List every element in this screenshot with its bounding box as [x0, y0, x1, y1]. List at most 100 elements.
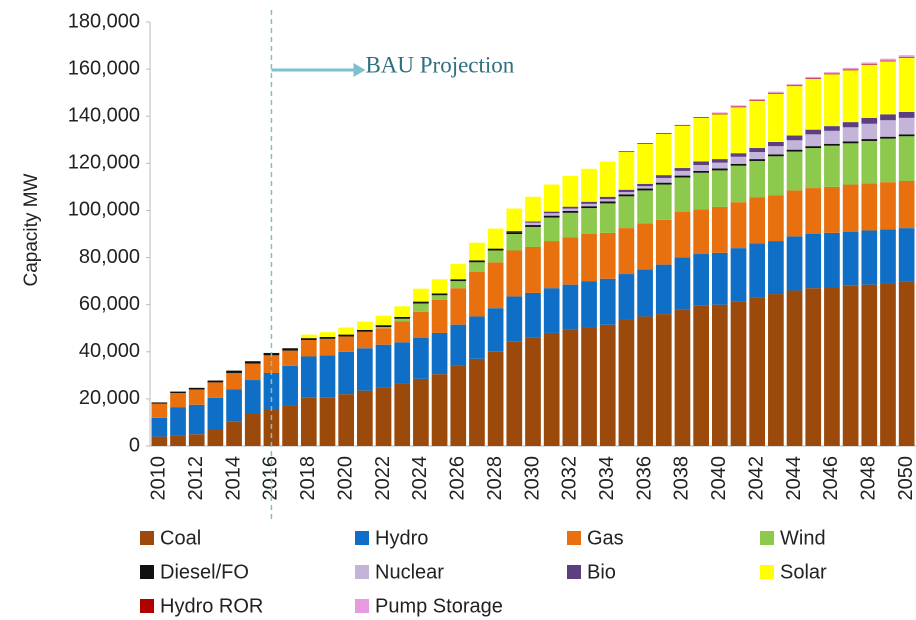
bar-segment: [450, 365, 467, 446]
legend-label: Coal: [160, 527, 201, 549]
bar-segment: [824, 126, 840, 131]
bar-segment: [599, 201, 616, 204]
x-tick-label: 2046: [820, 456, 842, 501]
bar-segment: [599, 196, 616, 200]
bar-segment: [525, 226, 541, 247]
x-tick-label: 2012: [185, 456, 207, 501]
bar-segment: [244, 380, 261, 414]
x-tick-label: 2010: [148, 456, 170, 501]
x-tick-label: 2024: [409, 456, 431, 501]
bar-segment: [749, 100, 766, 101]
bar-segment: [898, 55, 915, 58]
legend-label: Pump Storage: [375, 595, 503, 617]
bar-segment: [338, 334, 355, 337]
bar-segment: [898, 181, 915, 229]
y-tick-label: 100,000: [68, 199, 140, 221]
bar-segment: [655, 177, 672, 183]
bar-segment: [375, 328, 392, 345]
bar-segment: [674, 125, 691, 169]
legend-label: Bio: [587, 561, 616, 583]
bar-segment: [842, 70, 859, 123]
bar-segment: [842, 231, 859, 286]
bar-segment: [711, 170, 728, 207]
bar-segment: [581, 327, 597, 446]
bar-segment: [413, 378, 429, 446]
bar-segment: [805, 134, 822, 147]
bar-segment: [319, 355, 336, 398]
bar-segment: [618, 196, 635, 229]
bar-segment: [824, 143, 840, 146]
bar-segment: [842, 122, 859, 128]
bar-segment: [805, 188, 822, 234]
bar-segment: [599, 199, 616, 202]
bar-segment: [786, 190, 803, 237]
y-tick-label: 160,000: [68, 57, 140, 79]
bar-segment: [450, 263, 467, 280]
bar-segment: [749, 152, 766, 160]
bar-segment: [768, 241, 784, 295]
bar-segment: [842, 285, 859, 446]
bar-segment: [730, 105, 747, 107]
bar-segment: [805, 288, 822, 446]
bar-segment: [711, 304, 728, 446]
x-tick-label: 2034: [596, 456, 618, 501]
bar-segment: [450, 288, 467, 325]
bar-segment: [375, 325, 392, 328]
bar-segment: [207, 429, 224, 446]
bar-segment: [394, 321, 411, 343]
bar-segment: [805, 76, 822, 79]
bar-segment: [357, 329, 373, 332]
bar-segment: [749, 297, 766, 446]
bar-segment: [618, 319, 635, 446]
bar-segment: [394, 383, 411, 446]
bar-segment: [861, 230, 878, 285]
legend-swatch: [567, 565, 581, 579]
bar-segment: [786, 151, 803, 191]
bar-segment: [282, 350, 298, 366]
bar-segment: [543, 215, 560, 218]
bar-segment: [898, 281, 915, 446]
x-tick-label: 2036: [633, 456, 655, 501]
bar-segment: [730, 153, 747, 157]
bar-segment: [170, 391, 186, 393]
bar-segment: [805, 78, 822, 80]
bar-segment: [711, 113, 728, 115]
bar-segment: [244, 413, 261, 446]
bar-segment: [525, 221, 541, 223]
bar-segment: [599, 324, 616, 446]
bar-segment: [469, 262, 485, 272]
x-tick-label: 2020: [334, 456, 356, 501]
bar-segment: [226, 421, 242, 446]
bar-segment: [506, 232, 523, 234]
bar-segment: [450, 279, 467, 282]
bar-segment: [170, 407, 186, 436]
bar-segment: [562, 329, 579, 446]
bar-segment: [805, 234, 822, 289]
bar-segment: [768, 195, 784, 242]
bar-segment: [581, 168, 597, 202]
bar-segment: [824, 72, 840, 74]
bar-segment: [805, 79, 822, 130]
bar-segment: [413, 301, 429, 304]
bar-segment: [244, 361, 261, 364]
bar-segment: [413, 337, 429, 379]
legend-swatch: [355, 599, 369, 613]
bar-segment: [824, 130, 840, 144]
bar-segment: [898, 117, 915, 135]
legend-swatch: [140, 531, 154, 545]
bar-segment: [170, 393, 186, 408]
bar-segment: [861, 123, 878, 140]
bar-segment: [730, 165, 747, 203]
bar-segment: [898, 57, 915, 58]
legend-swatch: [760, 531, 774, 545]
y-tick-label: 120,000: [68, 152, 140, 174]
bar-segment: [768, 146, 784, 155]
bar-segment: [842, 127, 859, 142]
bar-segment: [357, 331, 373, 349]
bar-segment: [487, 351, 504, 446]
bar-segment: [842, 69, 859, 71]
bar-segment: [749, 197, 766, 244]
bar-segment: [824, 145, 840, 187]
bar-segment: [786, 236, 803, 291]
